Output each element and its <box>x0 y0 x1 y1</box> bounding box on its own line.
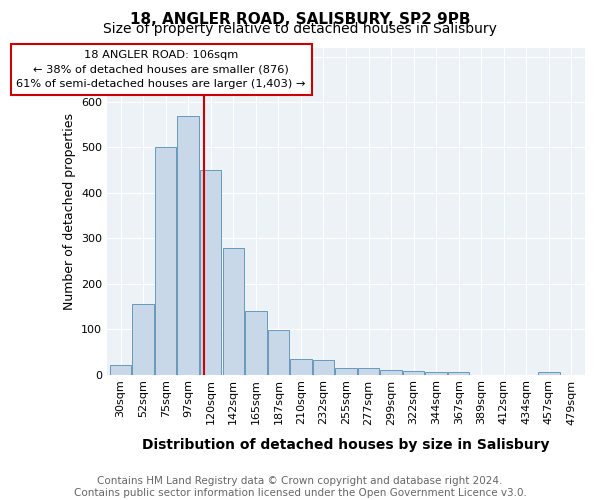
Bar <box>268 330 289 374</box>
Bar <box>290 358 311 374</box>
Bar <box>425 372 447 374</box>
Bar <box>245 311 266 374</box>
X-axis label: Distribution of detached houses by size in Salisbury: Distribution of detached houses by size … <box>142 438 550 452</box>
Text: Contains HM Land Registry data © Crown copyright and database right 2024.
Contai: Contains HM Land Registry data © Crown c… <box>74 476 526 498</box>
Bar <box>223 248 244 374</box>
Bar <box>448 372 469 374</box>
Bar <box>133 304 154 374</box>
Text: 18, ANGLER ROAD, SALISBURY, SP2 9PB: 18, ANGLER ROAD, SALISBURY, SP2 9PB <box>130 12 470 26</box>
Bar <box>110 364 131 374</box>
Bar <box>200 170 221 374</box>
Bar <box>358 368 379 374</box>
Y-axis label: Number of detached properties: Number of detached properties <box>62 112 76 310</box>
Bar <box>403 371 424 374</box>
Bar <box>313 360 334 374</box>
Bar <box>380 370 402 374</box>
Bar <box>538 372 560 374</box>
Bar <box>335 368 357 374</box>
Bar <box>178 116 199 374</box>
Text: 18 ANGLER ROAD: 106sqm
← 38% of detached houses are smaller (876)
61% of semi-de: 18 ANGLER ROAD: 106sqm ← 38% of detached… <box>16 50 306 89</box>
Bar <box>155 148 176 374</box>
Text: Size of property relative to detached houses in Salisbury: Size of property relative to detached ho… <box>103 22 497 36</box>
